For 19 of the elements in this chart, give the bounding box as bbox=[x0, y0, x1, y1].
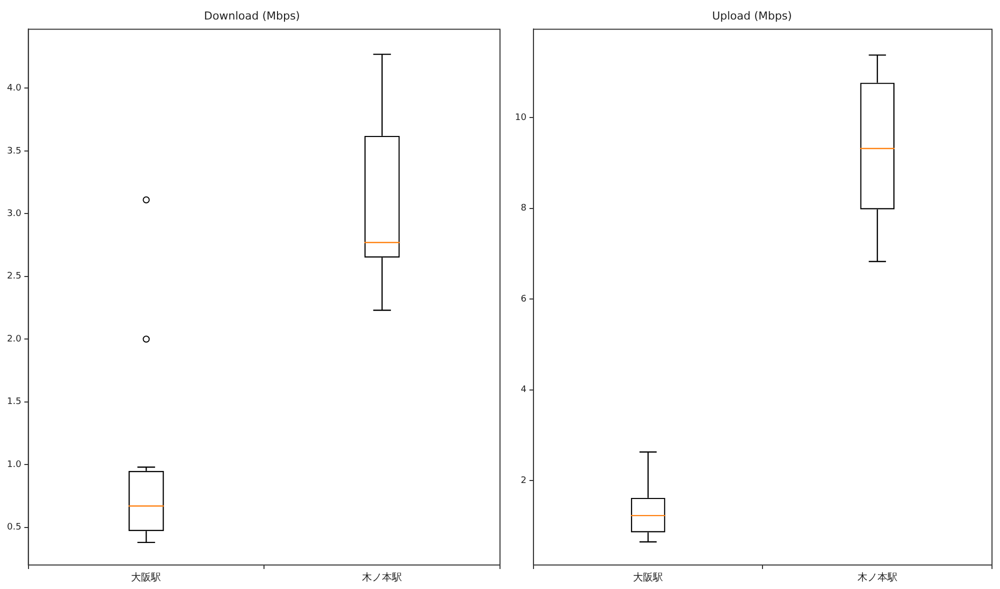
chart-title: Download (Mbps) bbox=[204, 9, 300, 22]
y-tick-label: 2 bbox=[520, 476, 526, 486]
y-tick-label: 8 bbox=[520, 204, 527, 214]
y-tick-label: 2.0 bbox=[6, 334, 22, 344]
y-tick-label: 2.5 bbox=[6, 272, 22, 282]
x-tick-label: 大阪駅 bbox=[131, 572, 162, 584]
y-tick-label: 3.0 bbox=[6, 209, 22, 219]
chart-title: Upload (Mbps) bbox=[712, 9, 792, 22]
y-tick-label: 1.5 bbox=[6, 397, 22, 408]
y-tick-label: 10 bbox=[515, 113, 527, 124]
x-tick-label: 大阪駅 bbox=[633, 572, 664, 584]
x-tick-label: 木ノ本駅 bbox=[857, 572, 898, 584]
y-tick-label: 4.0 bbox=[6, 84, 22, 94]
y-tick-label: 0.5 bbox=[6, 522, 22, 533]
y-tick-label: 1.0 bbox=[6, 460, 22, 470]
y-tick-label: 4 bbox=[520, 385, 527, 396]
y-tick-label: 3.5 bbox=[6, 146, 22, 156]
x-tick-label: 木ノ本駅 bbox=[362, 572, 402, 584]
y-tick-label: 6 bbox=[520, 294, 527, 304]
